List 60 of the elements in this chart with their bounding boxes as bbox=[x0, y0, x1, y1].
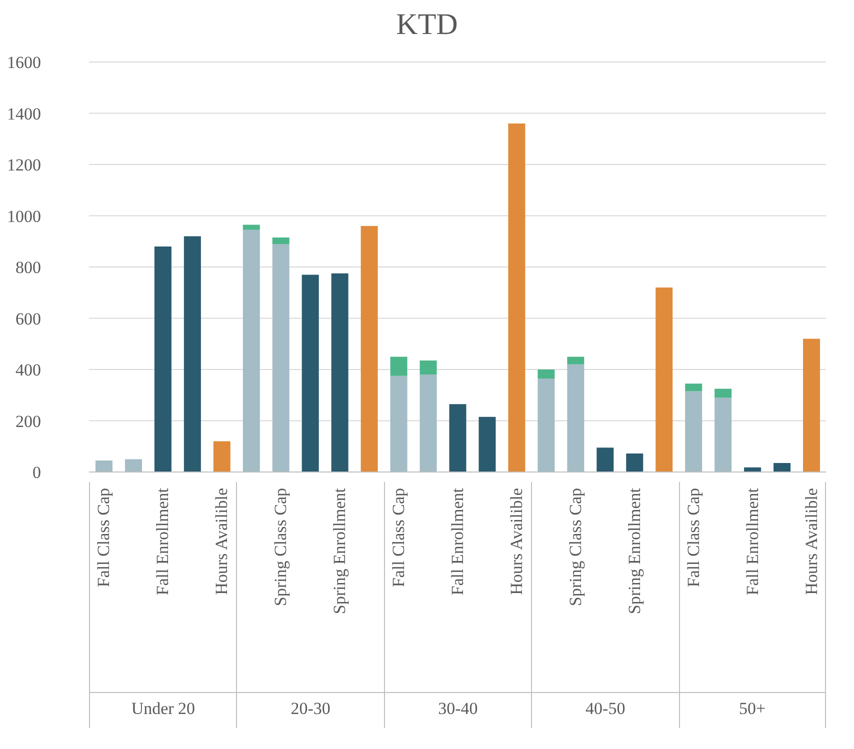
bar bbox=[213, 441, 230, 472]
x-tick-label: Spring Class Cap bbox=[271, 488, 290, 606]
bar bbox=[478, 416, 496, 472]
y-tick-label: 1400 bbox=[7, 104, 41, 124]
text: 20-30 bbox=[237, 692, 384, 719]
bar bbox=[656, 288, 673, 472]
x-tick-label: Hours Availible bbox=[212, 488, 232, 595]
bar bbox=[420, 374, 437, 472]
x-tick-label: Fall Class Cap bbox=[94, 488, 114, 588]
x-tick-label: Hours Availible bbox=[802, 488, 821, 595]
bar bbox=[685, 384, 702, 392]
bar bbox=[803, 338, 820, 472]
bar bbox=[390, 376, 408, 472]
bar bbox=[302, 274, 319, 472]
x-tick-label: Fall Class Cap bbox=[684, 488, 703, 588]
y-tick-label: 600 bbox=[16, 309, 41, 328]
bar bbox=[184, 236, 201, 472]
x-tick-label: Hours Availible bbox=[506, 488, 526, 595]
text: 40-50 bbox=[532, 692, 679, 719]
bar bbox=[242, 230, 260, 472]
bar bbox=[154, 246, 172, 472]
x-tick-label: Fall Enrollment bbox=[742, 488, 762, 596]
x-tick-label: Fall Enrollment bbox=[448, 488, 467, 596]
text: 50+ bbox=[680, 692, 825, 719]
bar bbox=[567, 356, 584, 364]
y-tick-label: 1200 bbox=[7, 156, 41, 175]
bar bbox=[272, 238, 290, 244]
bar bbox=[596, 448, 614, 472]
x-tick-label: Fall Enrollment bbox=[153, 488, 172, 596]
chart-title: KTD bbox=[395, 8, 459, 42]
x-tick-label: Fall Class Cap bbox=[389, 488, 408, 588]
bar bbox=[774, 463, 791, 472]
bar bbox=[626, 454, 644, 472]
y-tick-label: 200 bbox=[16, 412, 41, 431]
y-tick-label: 0 bbox=[32, 463, 41, 482]
bar bbox=[508, 124, 526, 472]
bar bbox=[124, 459, 142, 472]
bar bbox=[538, 378, 555, 472]
bar bbox=[331, 273, 348, 472]
bar bbox=[567, 364, 584, 472]
y-tick-label: 400 bbox=[16, 360, 41, 380]
bar bbox=[272, 244, 290, 472]
bar bbox=[685, 391, 702, 472]
bar bbox=[420, 360, 437, 375]
y-tick-label: 800 bbox=[16, 258, 41, 278]
bar bbox=[360, 226, 378, 472]
bar bbox=[714, 388, 732, 398]
text: 30-40 bbox=[384, 692, 532, 719]
bar bbox=[538, 370, 555, 378]
y-tick-label: 1600 bbox=[7, 53, 41, 72]
bar bbox=[449, 404, 466, 472]
bar bbox=[95, 460, 112, 472]
text: Under 20 bbox=[90, 692, 236, 719]
x-tick-label: Spring Enrollment bbox=[330, 488, 350, 614]
y-tick-label: 1000 bbox=[7, 206, 41, 226]
bar bbox=[242, 224, 260, 230]
bar bbox=[390, 356, 408, 376]
x-tick-label: Spring Enrollment bbox=[624, 488, 644, 614]
bar bbox=[714, 398, 732, 472]
x-tick-label: Spring Class Cap bbox=[566, 488, 585, 606]
